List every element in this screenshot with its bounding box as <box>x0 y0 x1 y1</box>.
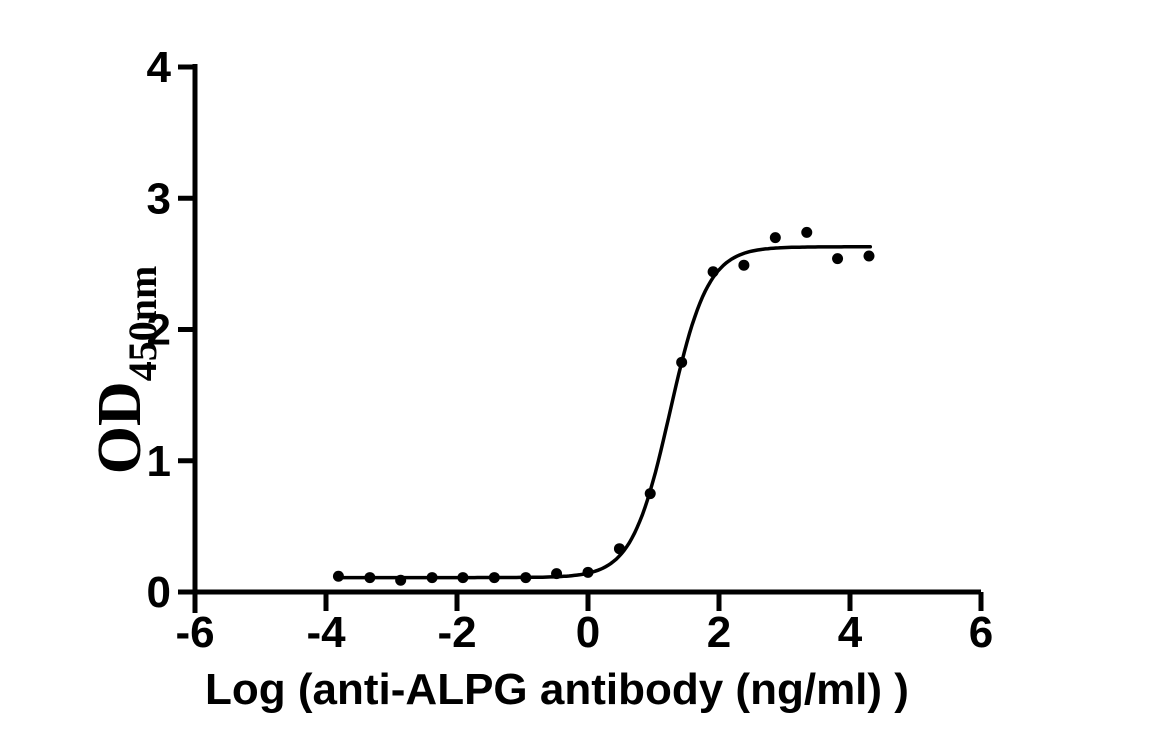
y-tick-label: 0 <box>147 568 171 617</box>
y-tick-label: 1 <box>147 437 171 486</box>
sigmoid-fit-curve <box>336 245 873 580</box>
y-tick-label: 4 <box>147 43 172 92</box>
data-point <box>832 253 844 265</box>
fit-curve <box>336 245 873 580</box>
data-point <box>488 572 500 584</box>
data-point <box>520 572 532 584</box>
x-tick-label: -2 <box>437 608 476 657</box>
data-point <box>613 543 625 555</box>
x-tick-label: 4 <box>838 608 863 657</box>
data-point <box>863 250 875 262</box>
data-point <box>707 266 719 278</box>
data-point <box>426 572 438 584</box>
data-points <box>332 226 875 586</box>
data-point <box>582 566 594 578</box>
y-tick-label: 2 <box>147 306 171 355</box>
axis-ticks <box>178 64 984 613</box>
x-tick-label: -6 <box>175 608 214 657</box>
data-point <box>644 488 656 500</box>
x-tick-label: -4 <box>306 608 346 657</box>
data-point <box>332 570 344 582</box>
y-tick-label: 3 <box>147 174 171 223</box>
y-axis-title-subscript: 450nm <box>120 266 165 382</box>
x-tick-label: 0 <box>576 608 600 657</box>
x-tick-label: 2 <box>707 608 731 657</box>
data-point <box>676 356 688 368</box>
tick-labels: -6 -4 -2 0 2 4 6 0 1 2 3 4 <box>147 43 994 657</box>
data-point <box>738 259 750 271</box>
data-point <box>395 574 407 586</box>
data-point <box>364 572 376 584</box>
data-point <box>769 232 781 244</box>
y-axis-title-main: OD <box>86 381 154 474</box>
x-tick-label: 6 <box>969 608 993 657</box>
data-point <box>551 568 563 580</box>
x-axis-title: Log (anti-ALPG antibody (ng/ml) ) <box>205 665 909 714</box>
y-axis-title: OD450nm <box>86 266 165 475</box>
data-point <box>457 572 469 584</box>
axes <box>192 64 981 595</box>
data-point <box>801 226 813 238</box>
